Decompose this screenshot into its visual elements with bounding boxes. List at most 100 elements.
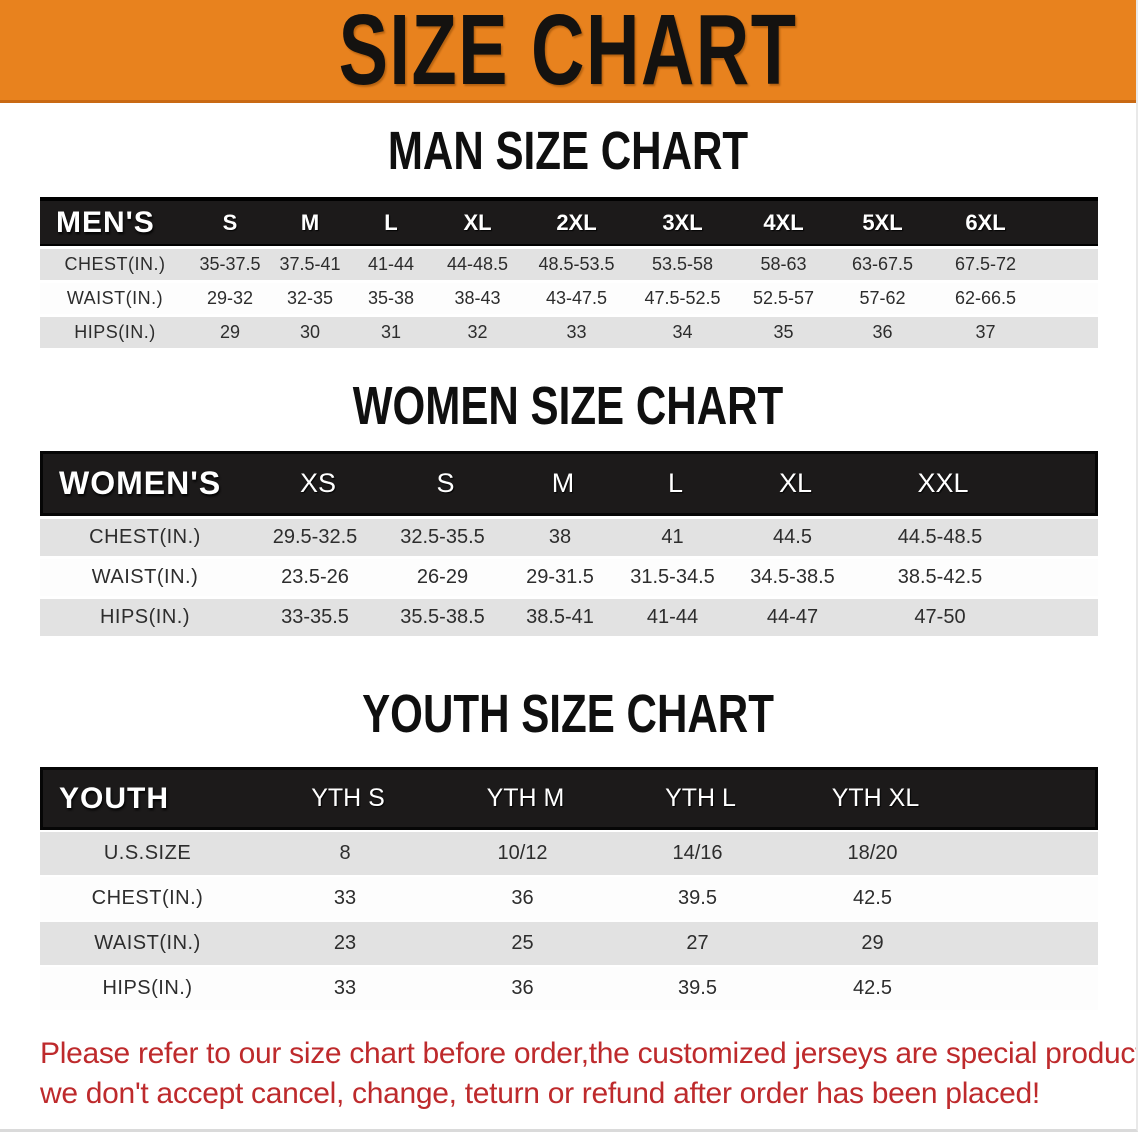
men-cell-1-2: 35-38 [367,288,415,308]
youth-table-header-row: YOUTH YTH S YTH M YTH L YTH XL [40,767,1098,830]
women-column-header-4: XL [778,468,813,498]
youth-table-title: YOUTH [59,781,169,815]
men-table-row-2: HIPS(IN.) 29 30 31 32 33 34 35 36 37 [40,317,1098,348]
women-cell-1-2: 29-31.5 [526,566,594,588]
men-cell-0-1: 37.5-41 [279,254,341,274]
women-cell-1-1: 26-29 [416,566,469,588]
men-cell-1-0: 29-32 [206,288,254,308]
women-row-label-2: HIPS(IN.) [99,606,191,628]
women-cell-1-0: 23.5-26 [281,566,349,588]
men-cell-0-7: 63-67.5 [851,254,914,274]
youth-heading-wrap: YOUTH SIZE CHART [0,684,1136,744]
men-section-heading: MAN SIZE CHART [387,121,749,181]
youth-cell-1-3: 42.5 [853,887,892,909]
men-cell-1-7: 57-62 [859,288,906,308]
youth-row-label-1: CHEST(IN.) [91,887,204,909]
women-cell-2-3: 41-44 [646,606,699,628]
women-row-label-0: CHEST(IN.) [89,526,201,548]
men-cell-0-0: 35-37.5 [199,254,261,274]
men-row-label-2: HIPS(IN.) [74,322,156,342]
youth-cell-0-3: 18/20 [847,842,898,864]
youth-table-row-1: CHEST(IN.) 33 36 39.5 42.5 [40,877,1098,920]
men-cell-1-5: 47.5-52.5 [644,288,721,308]
men-cell-2-6: 35 [773,322,794,342]
men-column-header-5: 3XL [662,209,703,235]
men-table-title: MEN'S [56,205,155,239]
men-cell-2-3: 32 [467,322,488,342]
youth-section-heading: YOUTH SIZE CHART [362,684,774,744]
men-cell-1-4: 43-47.5 [545,288,608,308]
men-cell-2-2: 31 [380,322,402,342]
men-cell-1-6: 52.5-57 [752,288,815,308]
youth-column-header-3: YTH XL [831,784,920,812]
women-cell-0-1: 32.5-35.5 [400,526,485,548]
youth-cell-2-3: 29 [861,932,884,954]
youth-cell-2-2: 27 [686,932,709,954]
men-cell-0-3: 44-48.5 [446,254,509,274]
youth-column-header-1: YTH M [486,784,565,812]
order-policy-line-2: we don't accept cancel, change, teturn o… [40,1077,1040,1110]
women-section-heading: WOMEN SIZE CHART [352,376,784,436]
women-cell-2-1: 35.5-38.5 [400,606,485,628]
women-table-row-0: CHEST(IN.) 29.5-32.5 32.5-35.5 38 41 44.5 44.5… [40,519,1098,556]
men-column-header-4: 2XL [556,209,597,235]
women-cell-2-2: 38.5-41 [526,606,594,628]
youth-cell-0-2: 14/16 [672,842,723,864]
section-youth: YOUTH SIZE CHART YOUTH YTH S YTH M YTH L YTH… [0,684,1136,1010]
youth-cell-0-0: 8 [339,842,351,864]
youth-table-row-0: U.S.SIZE 8 10/12 14/16 18/20 [40,832,1098,875]
men-cell-0-6: 58-63 [760,254,807,274]
women-table-row-1: WAIST(IN.) 23.5-26 26-29 29-31.5 31.5-34.5 34… [40,559,1098,596]
men-column-header-1: M [300,209,320,235]
men-cell-0-8: 67.5-72 [954,254,1017,274]
women-table-title: WOMEN'S [59,465,222,501]
women-column-header-5: XXL [917,468,969,498]
men-cell-0-5: 53.5-58 [651,254,714,274]
men-cell-2-7: 36 [872,322,893,342]
order-policy-line-1: Please refer to our size chart before or… [40,1037,1138,1070]
men-column-header-3: XL [463,209,492,235]
youth-cell-3-3: 42.5 [853,977,892,999]
youth-row-label-3: HIPS(IN.) [102,977,193,999]
men-column-header-8: 6XL [965,209,1006,235]
youth-cell-3-0: 33 [333,977,357,999]
youth-cell-1-1: 36 [511,887,534,909]
youth-column-header-0: YTH S [311,784,385,812]
men-column-header-0: S [222,209,238,235]
men-size-table: MEN'S S M L XL 2XL 3XL 4XL 5XL 6XL CHEST(IN.) 35-37… [40,197,1098,348]
youth-row-label-0: U.S.SIZE [103,842,192,864]
women-column-header-3: L [667,468,684,498]
men-row-label-0: CHEST(IN.) [64,254,166,274]
women-cell-0-2: 38 [548,526,572,548]
men-table-header-row: MEN'S S M L XL 2XL 3XL 4XL 5XL 6XL [40,197,1098,246]
men-column-header-7: 5XL [862,209,903,235]
section-men: MAN SIZE CHART MEN'S S M L XL 2XL 3XL 4XL 5XL 6XL… [0,121,1136,348]
women-cell-2-4: 44-47 [766,606,819,628]
banner-title: SIZE CHART [338,0,798,103]
order-policy-note: Please refer to our size chart before or… [0,1034,1136,1114]
women-column-header-2: M [551,468,575,498]
youth-cell-2-0: 23 [333,932,357,954]
youth-row-label-2: WAIST(IN.) [94,932,201,954]
youth-size-table: YOUTH YTH S YTH M YTH L YTH XL U.S.SIZE 8 10/12… [40,767,1098,1010]
youth-table-row-2: WAIST(IN.) 23 25 27 29 [40,922,1098,965]
section-women: WOMEN SIZE CHART WOMEN'S XS S M L XL XXL CHEST(… [0,376,1136,636]
women-table-row-2: HIPS(IN.) 33-35.5 35.5-38.5 38.5-41 41-44 44-… [40,599,1098,636]
women-column-header-1: S [436,468,455,498]
men-cell-2-1: 30 [299,322,321,342]
men-cell-0-2: 41-44 [367,254,415,274]
men-heading-wrap: MAN SIZE CHART [0,121,1136,181]
men-cell-2-8: 37 [975,322,996,342]
youth-cell-3-1: 36 [511,977,534,999]
women-size-table: WOMEN'S XS S M L XL XXL CHEST(IN.) 29.5-32.5 32.5… [40,451,1098,636]
men-cell-1-8: 62-66.5 [954,288,1017,308]
men-cell-0-4: 48.5-53.5 [538,254,615,274]
youth-cell-0-1: 10/12 [497,842,548,864]
women-cell-2-5: 47-50 [914,606,966,628]
women-cell-0-0: 29.5-32.5 [272,526,358,548]
men-column-header-6: 4XL [763,209,804,235]
women-row-label-1: WAIST(IN.) [91,566,199,588]
women-heading-wrap: WOMEN SIZE CHART [0,376,1136,436]
men-table-row-1: WAIST(IN.) 29-32 32-35 35-38 38-43 43-47.5 47.… [40,283,1098,314]
